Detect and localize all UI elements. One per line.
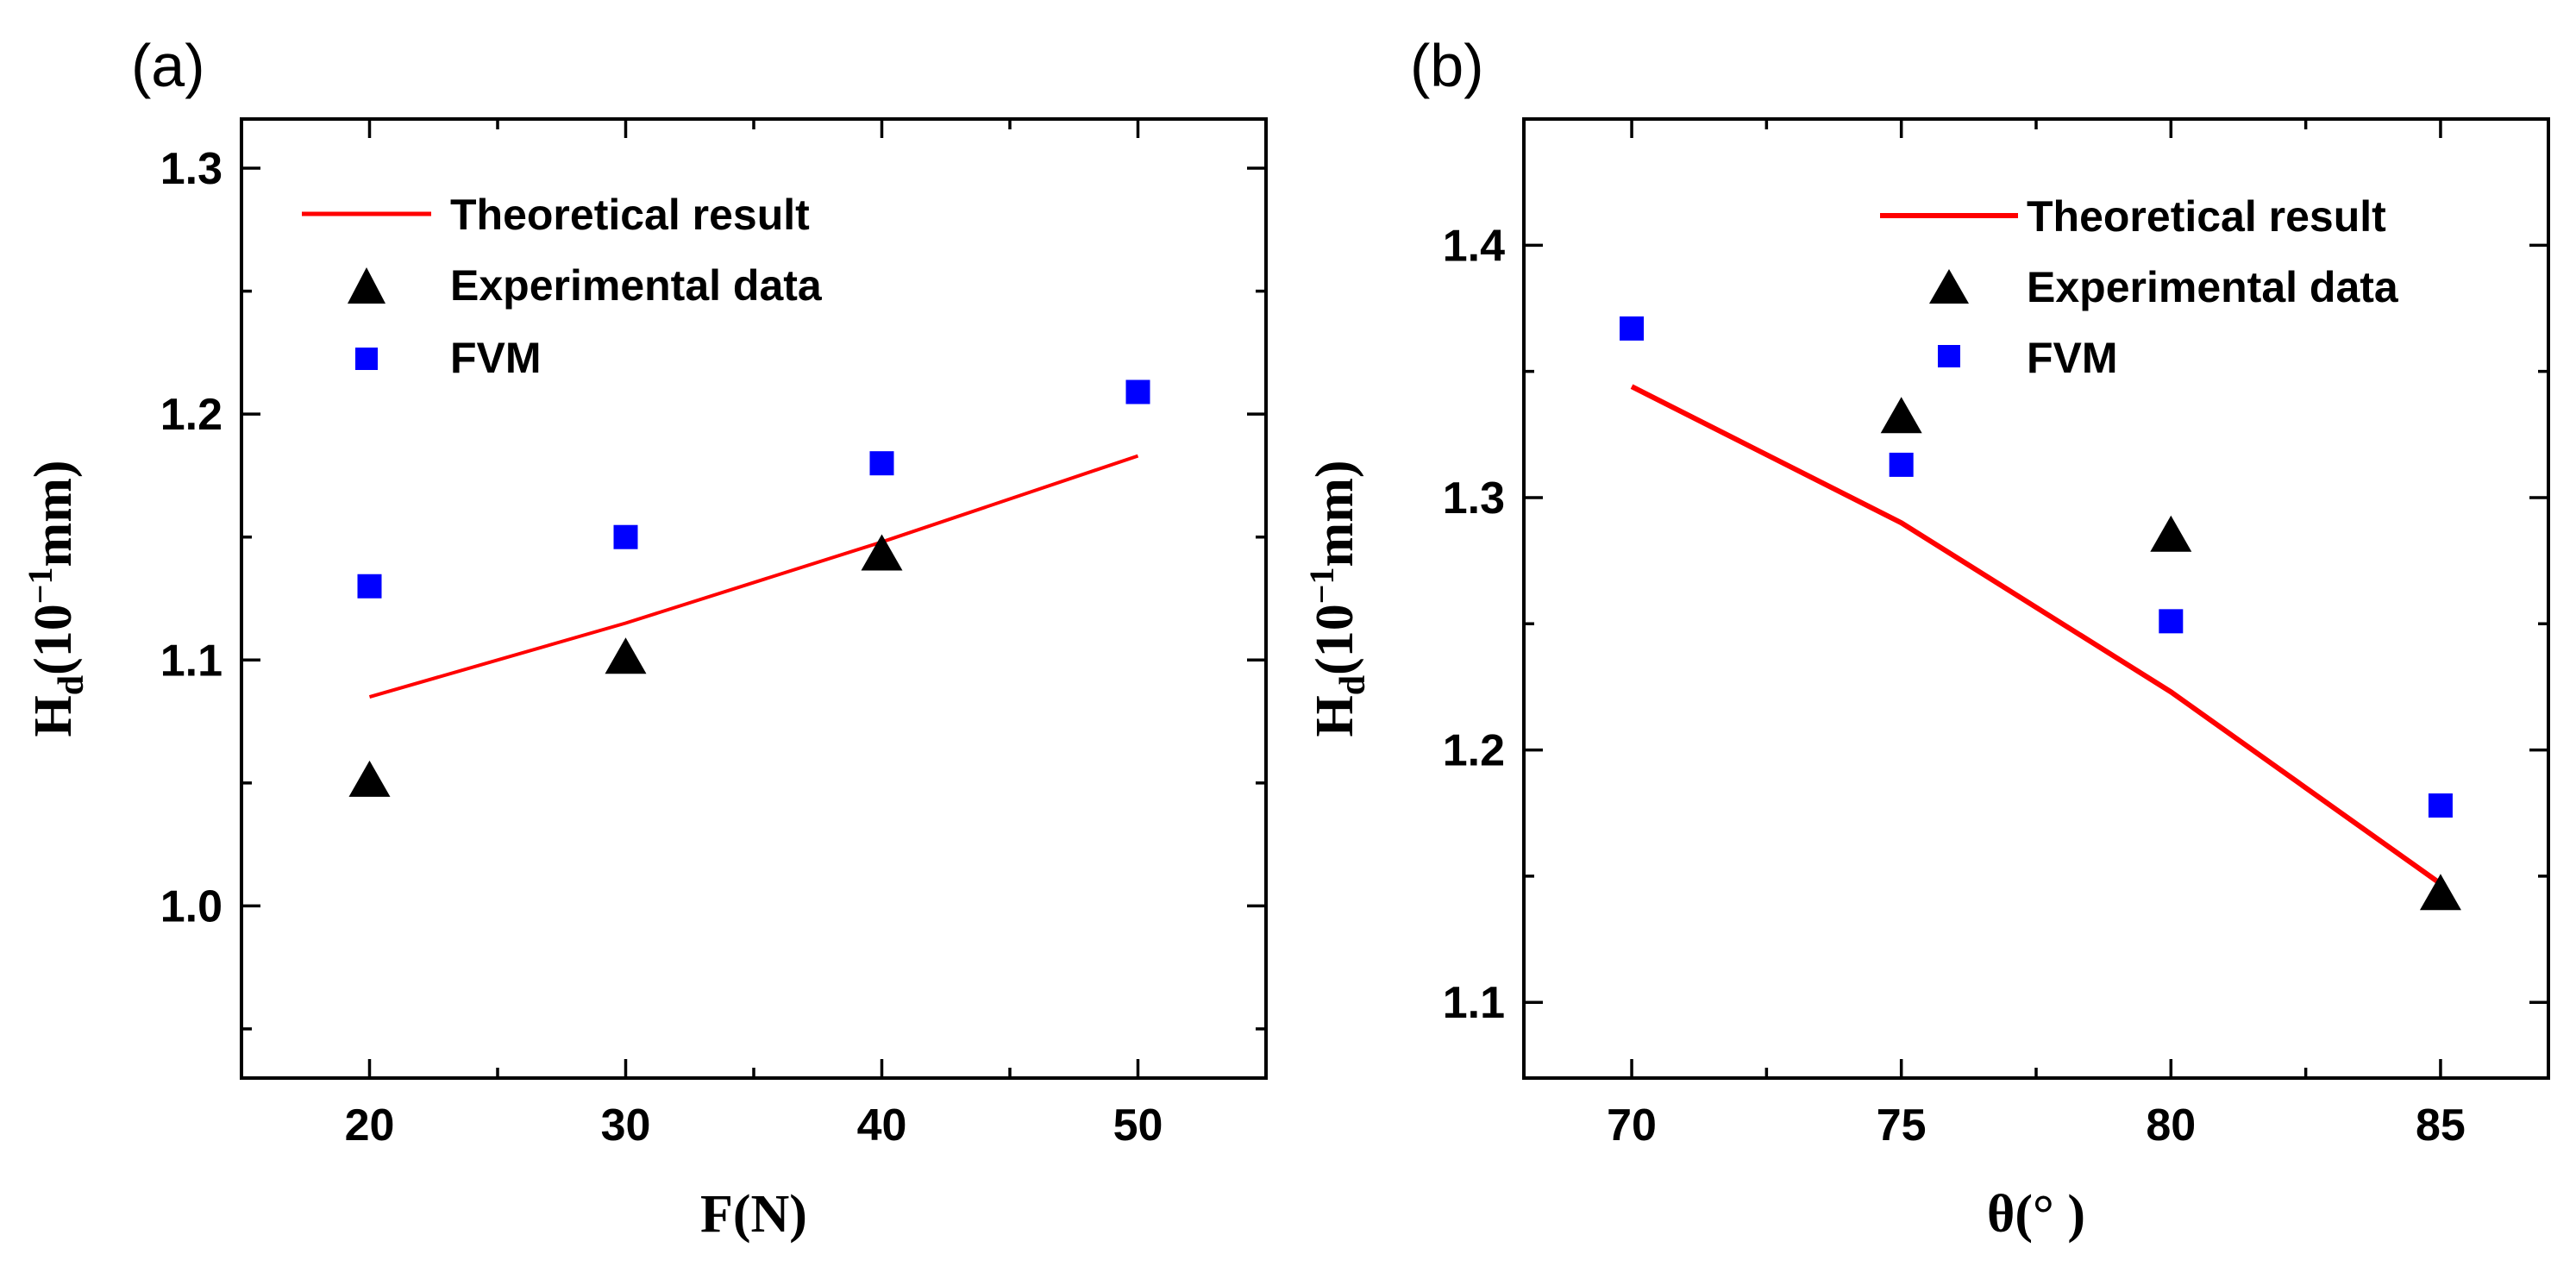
x-tick-labels-b: 70 75 80 85 (1607, 1100, 2466, 1150)
fvm-point (1889, 452, 1914, 477)
fvm-point (1620, 316, 1645, 341)
legend-triangle-swatch (348, 267, 385, 304)
legend-label-fvm: FVM (450, 334, 542, 382)
experimental-point (2150, 515, 2192, 552)
x-axis-title-a: F(N) (700, 1185, 807, 1244)
x-tick-labels-a: 20 30 40 50 (345, 1100, 1163, 1150)
theoretical-line (368, 454, 1139, 699)
experimental-point (1880, 397, 1922, 434)
legend-square-swatch (1938, 345, 1960, 367)
legend-label-theoretical: Theoretical result (450, 191, 810, 239)
y-axis-title-a: Hd(10−1mm) (21, 461, 91, 737)
y-tick-label: 1.2 (160, 390, 223, 440)
y-tick-label: 1.3 (1443, 473, 1505, 524)
y-tick-label: 1.1 (160, 636, 223, 686)
series-layer-b (1620, 316, 2461, 911)
x-tick-label: 40 (857, 1100, 907, 1150)
panel-label-b: (b) (1410, 32, 1484, 99)
legend-label-theoretical: Theoretical result (2027, 192, 2386, 241)
legend-triangle-swatch (1929, 269, 1969, 304)
axis-ticks-b (1524, 117, 2548, 1078)
legend-label-experimental: Experimental data (450, 261, 823, 310)
y-tick-label: 1.1 (1443, 978, 1505, 1028)
fvm-point (2159, 609, 2184, 634)
legend-label-fvm: FVM (2027, 334, 2118, 382)
fvm-point (869, 451, 894, 476)
experimental-point (861, 534, 903, 571)
chart-panel-b: (b) 70 75 80 85 1.1 1.2 1.3 1.4 θ(° ) Hd(10−1m… (1302, 32, 2550, 1244)
panel-label-a: (a) (131, 32, 205, 99)
y-axis-title-b: Hd(10−1mm) (1302, 461, 1373, 737)
x-axis-title-b: θ(° ) (1987, 1185, 2085, 1244)
y-tick-label: 1.0 (160, 881, 223, 931)
legend-b: Theoretical result Experimental data FVM (1880, 192, 2399, 382)
series-layer-a (348, 379, 1150, 797)
y-tick-label: 1.3 (160, 144, 223, 194)
x-tick-label: 70 (1607, 1100, 1657, 1150)
chart-panel-a: (a) 20 30 40 50 1.0 1.1 1.2 1.3 F(N) Hd(10−1mm… (21, 32, 1268, 1244)
theoretical-line (1630, 384, 2442, 887)
x-tick-label: 50 (1113, 1100, 1163, 1150)
x-tick-label: 75 (1877, 1100, 1927, 1150)
x-tick-label: 85 (2416, 1100, 2466, 1150)
legend-square-swatch (355, 348, 378, 370)
y-tick-labels-a: 1.0 1.1 1.2 1.3 (160, 144, 223, 931)
fvm-point (357, 574, 382, 599)
y-tick-label: 1.2 (1443, 726, 1505, 776)
fvm-point (2428, 793, 2453, 818)
legend-label-experimental: Experimental data (2027, 263, 2399, 311)
x-tick-label: 20 (345, 1100, 395, 1150)
legend-a: Theoretical result Experimental data FVM (302, 191, 823, 382)
axis-ticks-a (240, 119, 1268, 1078)
x-tick-label: 80 (2146, 1100, 2196, 1150)
fvm-point (613, 524, 638, 549)
experimental-point (348, 760, 391, 797)
y-tick-label: 1.4 (1443, 221, 1505, 271)
x-tick-label: 30 (601, 1100, 651, 1150)
experimental-point (605, 637, 647, 674)
experimental-point (2419, 874, 2461, 911)
y-tick-labels-b: 1.1 1.2 1.3 1.4 (1443, 221, 1505, 1028)
fvm-point (1125, 379, 1150, 404)
